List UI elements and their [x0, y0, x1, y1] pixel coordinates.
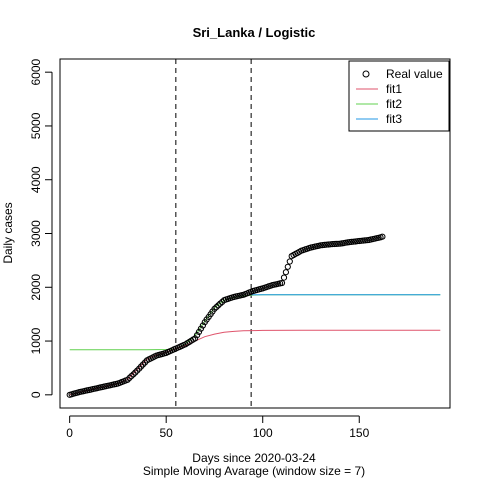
x-tick-label: 50 [160, 426, 174, 440]
real-value-point [128, 373, 135, 380]
legend: Real value fit1 fit2 fit3 [348, 60, 450, 132]
x-tick-label: 0 [66, 426, 73, 440]
real-value-point [192, 335, 199, 342]
real-value-point [282, 269, 289, 276]
real-value-point [354, 238, 361, 245]
legend-item-fit1: fit1 [356, 82, 402, 96]
y-tick-label: 1000 [29, 327, 43, 354]
real-value-point [124, 376, 131, 383]
real-value-point [361, 237, 369, 244]
real-value-point [197, 325, 204, 332]
real-value-point [323, 241, 330, 248]
y-tick-label: 5000 [29, 112, 43, 139]
real-value-point [317, 242, 324, 249]
legend-label-fit2: fit2 [386, 97, 402, 111]
x-tick-label: 150 [349, 426, 369, 440]
real-value-point [194, 332, 201, 339]
real-value-point [195, 328, 203, 335]
legend-real-value-symbol [362, 70, 370, 78]
real-value-point [134, 367, 141, 374]
real-value-point [329, 241, 336, 248]
x-axis: 0 50 100 150 [66, 415, 370, 440]
legend-label-fit3: fit3 [386, 112, 402, 126]
real-value-point [286, 258, 293, 265]
real-value-point [132, 369, 139, 376]
legend-item-real-value: Real value [362, 67, 443, 81]
x-axis-sublabel: Simple Moving Avarage (window size = 7) [143, 464, 365, 478]
real-value-point [130, 371, 137, 378]
legend-item-fit3: fit3 [356, 112, 402, 126]
y-tick-label: 6000 [29, 59, 43, 86]
plot-area-frame [59, 58, 451, 409]
real-value-point [280, 274, 288, 281]
real-value-point [379, 233, 386, 240]
legend-label-real-value: Real value [386, 67, 443, 81]
y-tick-label: 3000 [29, 220, 43, 247]
real-value-point [199, 322, 206, 329]
real-value-point [284, 263, 291, 270]
real-value-point [215, 302, 222, 309]
y-tick-label: 2000 [29, 274, 43, 301]
real-value-point [334, 240, 342, 247]
x-axis-label: Days since 2020-03-24 [192, 451, 316, 465]
real-value-point [126, 374, 133, 381]
real-value-point [348, 238, 355, 245]
y-tick-label: 0 [29, 391, 43, 398]
real-value-point [278, 279, 286, 287]
fit2-series-line [69, 294, 441, 351]
y-tick-label: 4000 [29, 166, 43, 193]
real-value-point [138, 363, 145, 370]
y-axis-label: Daily cases [1, 202, 15, 263]
legend-label-fit1: fit1 [386, 82, 402, 96]
real-value-point [211, 305, 218, 312]
real-value-point [333, 240, 340, 247]
chart-title: Sri_Lanka / Logistic [193, 25, 316, 40]
real-value-point [331, 240, 338, 248]
y-axis: 0 1000 2000 3000 4000 5000 6000 [29, 59, 53, 398]
legend-item-fit2: fit2 [356, 97, 402, 111]
real-value-point [139, 361, 147, 368]
real-value-point [213, 304, 220, 311]
fit1-series-line [69, 329, 441, 396]
x-tick-label: 100 [253, 426, 273, 440]
